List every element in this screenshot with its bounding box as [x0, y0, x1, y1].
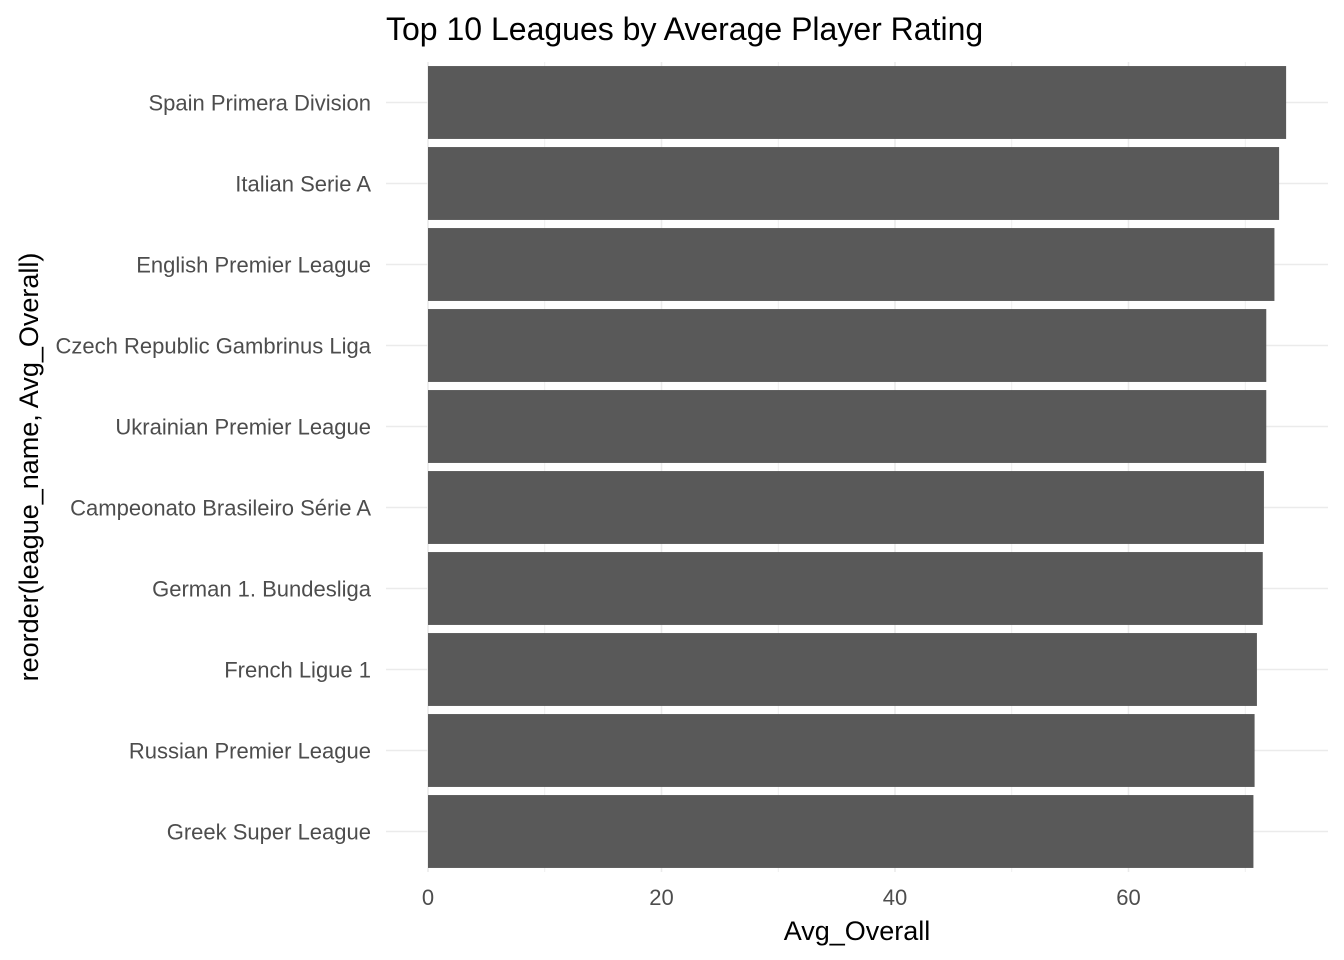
y-tick-label: Russian Premier League: [129, 739, 371, 764]
y-tick-label: Spain Primera Division: [148, 91, 371, 116]
x-tick-label: 20: [649, 885, 673, 910]
bar: [428, 552, 1263, 625]
x-tick-label: 60: [1116, 885, 1140, 910]
x-axis-title: Avg_Overall: [784, 916, 931, 946]
y-tick-label: Campeonato Brasileiro Série A: [70, 496, 371, 521]
bar: [428, 633, 1257, 706]
y-axis-title: reorder(league_name, Avg_Overall): [14, 253, 44, 682]
y-tick-label: German 1. Bundesliga: [152, 577, 372, 602]
bar: [428, 714, 1255, 787]
bar: [428, 228, 1275, 301]
y-tick-label: Greek Super League: [167, 820, 371, 845]
x-tick-label: 0: [422, 885, 434, 910]
bar: [428, 795, 1254, 868]
y-tick-labels: Spain Primera Division Italian Serie A Eng…: [56, 91, 372, 845]
y-tick-label: Italian Serie A: [235, 172, 371, 197]
bar: [428, 390, 1267, 463]
x-tick-labels: 0 20 40 60: [422, 885, 1141, 910]
x-tick-label: 40: [883, 885, 907, 910]
bar: [428, 66, 1287, 139]
bar: [428, 471, 1264, 544]
bar: [428, 309, 1267, 382]
bar: [428, 147, 1280, 220]
y-tick-label: Czech Republic Gambrinus Liga: [56, 334, 372, 359]
y-tick-label: English Premier League: [136, 253, 371, 278]
bars: [428, 66, 1287, 868]
y-tick-label: Ukrainian Premier League: [115, 415, 371, 440]
chart-title: Top 10 Leagues by Average Player Rating: [386, 11, 983, 47]
y-tick-label: French Ligue 1: [224, 658, 371, 683]
